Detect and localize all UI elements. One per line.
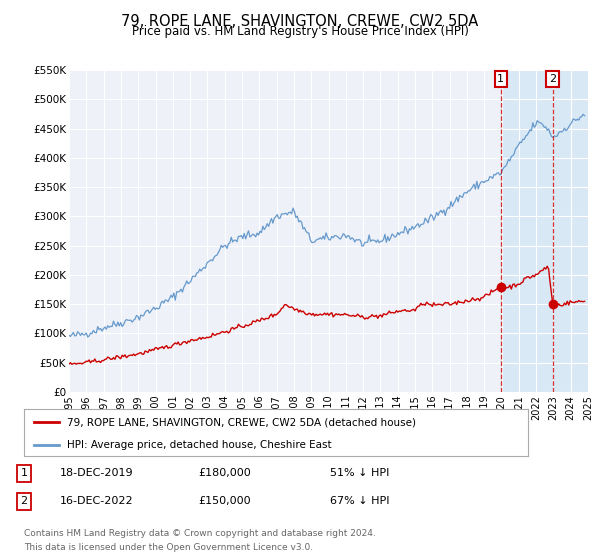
Text: 51% ↓ HPI: 51% ↓ HPI bbox=[330, 468, 389, 478]
Text: £150,000: £150,000 bbox=[198, 496, 251, 506]
Text: 79, ROPE LANE, SHAVINGTON, CREWE, CW2 5DA (detached house): 79, ROPE LANE, SHAVINGTON, CREWE, CW2 5D… bbox=[67, 417, 416, 427]
Text: 67% ↓ HPI: 67% ↓ HPI bbox=[330, 496, 389, 506]
Text: This data is licensed under the Open Government Licence v3.0.: This data is licensed under the Open Gov… bbox=[24, 543, 313, 552]
Text: 16-DEC-2022: 16-DEC-2022 bbox=[60, 496, 134, 506]
Text: 2: 2 bbox=[20, 496, 28, 506]
Text: £180,000: £180,000 bbox=[198, 468, 251, 478]
Text: 1: 1 bbox=[497, 74, 505, 84]
Text: Contains HM Land Registry data © Crown copyright and database right 2024.: Contains HM Land Registry data © Crown c… bbox=[24, 529, 376, 538]
Text: HPI: Average price, detached house, Cheshire East: HPI: Average price, detached house, Ches… bbox=[67, 440, 331, 450]
Text: 1: 1 bbox=[20, 468, 28, 478]
Text: 18-DEC-2019: 18-DEC-2019 bbox=[60, 468, 134, 478]
Text: 79, ROPE LANE, SHAVINGTON, CREWE, CW2 5DA: 79, ROPE LANE, SHAVINGTON, CREWE, CW2 5D… bbox=[121, 14, 479, 29]
Text: Price paid vs. HM Land Registry's House Price Index (HPI): Price paid vs. HM Land Registry's House … bbox=[131, 25, 469, 38]
Text: 2: 2 bbox=[549, 74, 556, 84]
Bar bbox=[501, 70, 596, 392]
